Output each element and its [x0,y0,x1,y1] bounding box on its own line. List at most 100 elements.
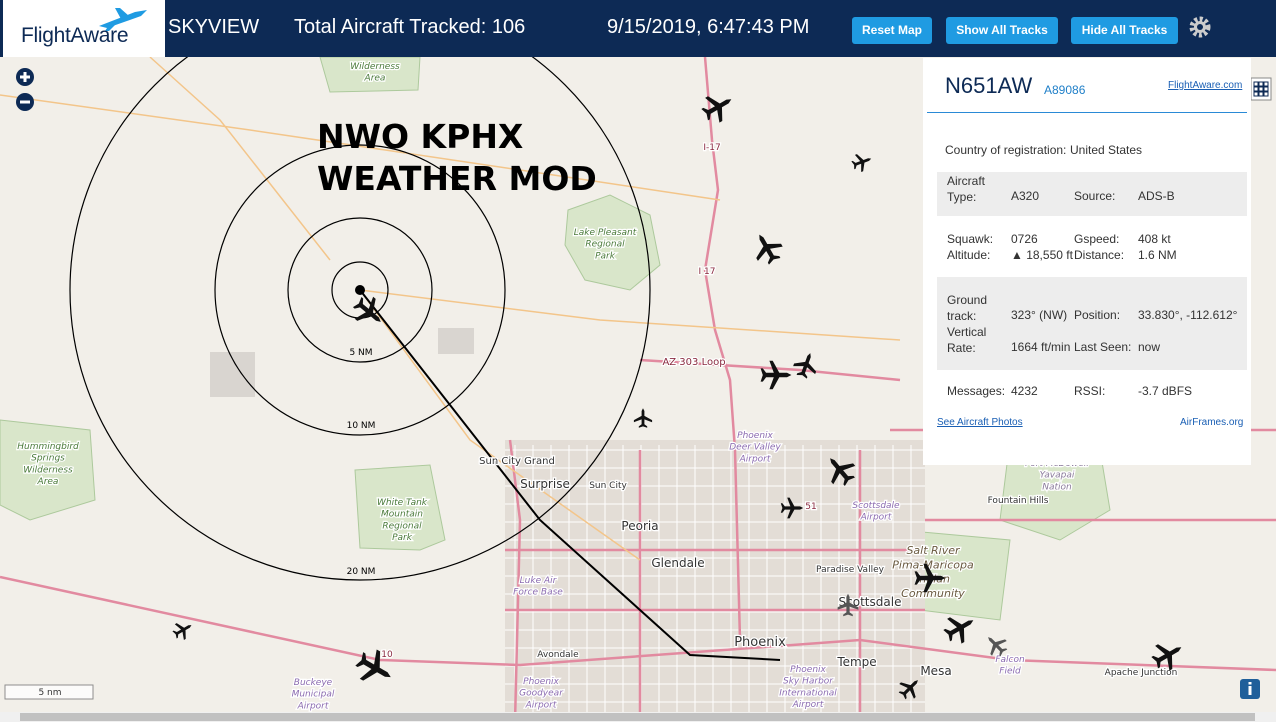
field-label: Aircraft Type: [947,174,986,204]
total-aircraft: Total Aircraft Tracked: 106 [294,16,526,38]
aircraft-icon[interactable] [351,644,399,691]
field-value: 1.6 NM [1138,248,1177,262]
photos-link[interactable]: See Aircraft Photos [937,417,1023,428]
aircraft-icon[interactable] [940,608,981,648]
place-label: Fountain Hills [988,496,1049,506]
info-glyph [1248,682,1252,685]
datetime: 9/15/2019, 6:47:43 PM [607,16,810,38]
field-label: Altitude: [947,248,991,262]
road [149,56,331,261]
layers-cell [1263,86,1269,92]
place-label: Mountain [381,510,423,520]
park-area [354,464,446,551]
place-label: I 17 [699,267,716,277]
place-label: Sun City Grand [479,456,555,467]
place-label: Buckeye [294,678,333,688]
logo[interactable]: FlightAware [3,0,165,57]
range-ring [69,0,651,581]
place-label: Surprise [520,477,570,491]
place-label: Airport [297,701,329,711]
header-bar: FlightAware SKYVIEW Total Aircraft Track… [0,0,1276,57]
divider [927,112,1247,113]
hex-code: A89086 [1044,83,1086,97]
aircraft-icon[interactable] [170,617,196,643]
show-tracks-button[interactable]: Show All Tracks [946,17,1058,44]
place-label: Municipal [292,690,335,700]
flightaware-link[interactable]: FlightAware.com [1168,80,1243,91]
place-label: Yavapai [1040,471,1075,481]
aircraft-icon[interactable] [780,497,804,519]
layers-cell [1253,91,1259,97]
place-label: Lake Pleasant [574,228,637,238]
aircraft-icon[interactable] [633,408,653,428]
place-label: International [779,688,837,698]
highway [639,358,901,382]
aircraft-icon[interactable] [348,291,390,333]
place-label: White Tank [377,498,428,508]
layers-cell [1253,81,1259,87]
highway [508,439,522,722]
aircraft-icon[interactable] [1148,635,1189,675]
callsign: N651AW [945,73,1033,98]
aircraft-icon[interactable] [850,150,875,174]
range-ring [287,217,433,363]
place-label: I-17 [703,143,720,153]
place-label: Deer Valley [729,443,781,453]
place-label: Regional [585,240,625,250]
place-label: Sky Harbor [783,677,834,687]
highway [0,575,1276,672]
aircraft-icon[interactable] [747,228,787,269]
aircraft-icon[interactable] [837,593,859,617]
place-label: Area [37,477,59,487]
field-value: ▲ 18,550 ft [1011,248,1073,262]
settings-icon[interactable] [1187,14,1213,40]
place-label: Pima-Maricopa [892,558,974,571]
place-label: 51 [805,502,816,512]
place-label: Springs [31,454,65,464]
place-label: Regional [382,521,422,531]
field-label: Messages: [947,384,1006,398]
place-label: Avondale [537,650,579,660]
place-label: 10 [381,650,393,660]
place-label: Community [901,587,965,600]
aircraft-icon[interactable] [698,87,739,127]
hide-tracks-button[interactable]: Hide All Tracks [1071,17,1178,44]
range-ring [214,144,506,436]
place-label: Nation [1042,482,1072,492]
place-label: Salt River [906,544,961,557]
field-label: Distance: [1074,248,1125,262]
place-label: Airport [860,513,892,523]
logo-plane [99,8,147,31]
place-label: Wilderness [23,465,73,475]
place-label: Area [364,74,386,84]
reset-map-button[interactable]: Reset Map [852,17,932,44]
aircraft-icon[interactable] [819,449,861,491]
field-label: RSSI: [1074,384,1106,398]
overlay-title: WEATHER MOD [317,159,597,198]
scrollbar-thumb[interactable] [20,713,1255,721]
airframes-link[interactable]: AirFrames.org [1180,417,1244,428]
place-label: Luke Air [520,576,558,586]
place-label: Tempe [836,655,876,669]
layers-button[interactable] [1250,77,1272,101]
aircraft-icon[interactable] [914,563,946,593]
field-label: Ground track: [947,293,988,323]
place-label: Field [999,667,1021,677]
range-label: 5 NM [349,348,372,358]
field-label: Gspeed: [1074,232,1120,246]
aircraft-icon[interactable] [981,630,1012,661]
aircraft-icon[interactable] [760,360,792,390]
field-value: 323° (NW) [1011,308,1068,322]
place-label: Force Base [513,588,563,598]
aircraft-panel: N651AW A89086 FlightAware.com Country of… [923,58,1251,465]
zoom-out-bar [20,100,30,104]
aircraft-icon[interactable] [791,349,822,381]
field-value: ADS-B [1138,189,1175,203]
field-label: Source: [1074,189,1116,203]
aircraft-icon[interactable] [895,673,926,704]
row-band [937,277,1247,370]
urban-area [438,328,474,354]
field-value: 0726 [1011,232,1038,246]
road [359,289,641,561]
